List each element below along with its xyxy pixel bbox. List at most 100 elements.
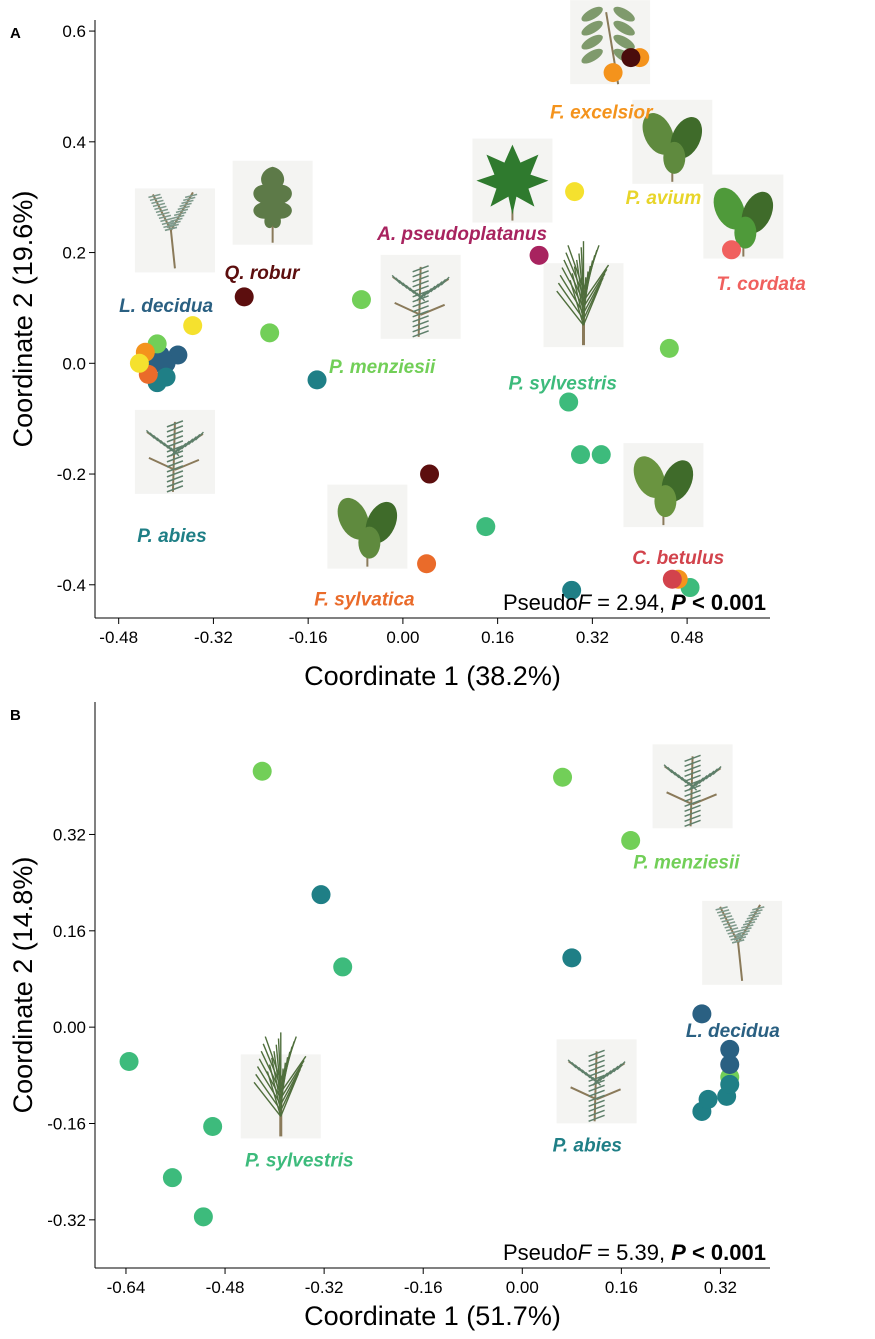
needle [670,769,680,779]
needle [741,924,754,929]
needle [166,435,184,443]
leaflet [581,6,603,22]
needle [588,1094,605,1103]
needle [722,921,736,926]
needle [695,777,705,787]
needle [585,1071,595,1081]
species-label: P. abies [553,1136,622,1157]
species-label: P. avium [626,188,702,209]
needle [416,292,426,302]
species-label: Q. robur [224,263,301,284]
species-label: P. menziesii [633,853,740,874]
leaf-blade [358,526,381,559]
needle [180,440,190,450]
data-point [156,367,176,387]
needle [681,776,691,786]
data-point [662,569,682,589]
needle [395,277,405,287]
needle [266,1071,282,1117]
needle [588,1064,605,1073]
needle [688,781,698,791]
data-point [559,392,579,412]
needle [430,283,440,293]
needle [271,1057,282,1105]
x-tick-label: 0.16 [481,628,514,647]
needle [719,915,733,920]
needle [588,1069,605,1078]
needle [154,205,167,211]
needle [684,819,701,828]
needle [194,431,204,441]
y-tick-label: 0.16 [53,922,86,941]
needle [712,766,722,776]
data-point [333,957,353,977]
needle [440,276,450,286]
needle [166,425,184,433]
leaf-oak-picture [232,160,313,245]
twig-pine-picture [543,241,624,348]
needle [592,1076,602,1086]
needle [569,280,585,326]
needle [184,193,198,199]
data-point [351,290,371,310]
needle [559,274,585,314]
needle [567,1059,577,1069]
panel-label: B [10,707,21,724]
y-tick-label: 0.0 [62,354,86,373]
twig-larch-picture [702,900,783,985]
x-tick-label: -0.16 [289,628,328,647]
needle [588,1109,605,1118]
needle [578,1066,588,1076]
needle [173,445,183,455]
needle [735,933,748,938]
needle [177,442,187,452]
needle [582,264,610,302]
needle [256,1066,282,1105]
x-tick-label: 0.32 [576,628,609,647]
needle [727,930,740,935]
data-point [621,48,641,68]
data-point [529,245,549,265]
y-tick-label: 0.4 [62,133,86,152]
needle [433,281,443,291]
leaf-blade [476,144,549,215]
needle [412,330,429,338]
needle [750,909,763,914]
needle [613,1063,623,1073]
needle [599,1072,609,1082]
needle [595,1074,605,1084]
picture-background [702,900,783,985]
data-point [591,445,611,465]
data-point [311,885,331,905]
needle [609,1065,619,1075]
needle [412,275,429,283]
needle [264,1036,282,1081]
needle [677,774,687,784]
needle [158,214,172,220]
needle [183,196,196,202]
needle [412,310,429,318]
species-label: L. decidua [686,1021,780,1042]
stat-part: < 0.001 [686,1240,766,1265]
needle [588,1084,605,1093]
needle [684,754,701,763]
needle [709,768,719,778]
stat-part: F [578,1240,593,1265]
needle [156,437,166,447]
data-point [420,464,440,484]
data-point [565,182,585,202]
needle [437,278,447,288]
data-point [720,1074,740,1094]
needle [179,202,192,208]
y-axis-title: Coordinate 2 (19.6%) [8,191,38,448]
needle [159,439,169,449]
needle [616,1061,626,1071]
needle [168,220,181,226]
leaf-blade [337,497,370,540]
needle [412,315,429,323]
twig-spruce-picture [556,1039,637,1124]
species-label: T. cordata [716,274,806,295]
y-tick-label: -0.4 [57,576,86,595]
y-tick-label: 0.32 [53,825,86,844]
